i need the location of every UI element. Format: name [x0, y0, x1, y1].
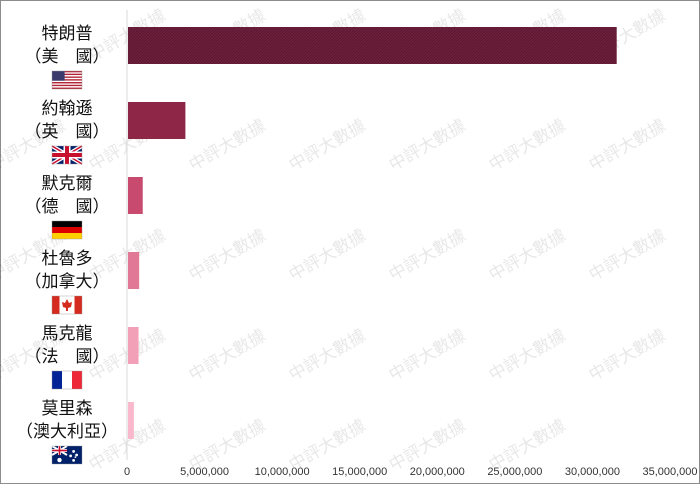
x-tick-label: 35,000,000: [642, 466, 697, 478]
watermark-text: 中評大數據: [386, 226, 470, 286]
watermark-text: 中評大數據: [186, 226, 270, 286]
bar-0: [128, 27, 617, 64]
watermark-text: 中評大數據: [586, 326, 670, 386]
x-tick-label: 0: [124, 466, 130, 478]
watermark-text: 中評大數據: [586, 116, 670, 176]
watermark-text: 中評大數據: [386, 116, 470, 176]
watermark-text: 中評大數據: [286, 116, 370, 176]
country-name: （法 國）: [25, 347, 110, 367]
watermark-text: 中評大數據: [186, 116, 270, 176]
category-label-2: 默克爾 （德 國）: [25, 174, 110, 240]
category-label-1: 約翰遜 （英 國）: [25, 99, 110, 166]
leader-name: 默克爾: [42, 174, 93, 194]
france-flag-icon: [51, 370, 83, 390]
bar-3: [128, 252, 140, 289]
watermark-text: 中評大數據: [586, 226, 670, 286]
country-name: （澳大利亞）: [16, 422, 118, 442]
x-tick-label: 25,000,000: [487, 466, 542, 478]
leader-name: 莫里森: [42, 399, 93, 419]
germany-flag-icon: [51, 220, 83, 240]
watermark-text: 中評大數據: [486, 326, 570, 386]
category-labels-group: 特朗普 （美 國） 約翰遜 （英 國） 默克爾 （德 國） 杜魯多（加拿大） 馬克龍 （法 國）…: [16, 24, 118, 465]
x-tick-label: 10,000,000: [255, 466, 310, 478]
category-label-5: 莫里森 （澳大利亞）: [16, 399, 118, 465]
bar-5: [128, 402, 134, 439]
x-tick-label: 30,000,000: [565, 466, 620, 478]
country-name: （英 國）: [25, 122, 110, 142]
watermark-text: 中評大數據: [286, 226, 370, 286]
country-name: （加拿大）: [25, 271, 110, 292]
watermark-text: 中評大數據: [486, 116, 570, 176]
bar-4: [128, 327, 139, 364]
bar-2: [128, 177, 143, 214]
country-name: （德 國）: [25, 197, 110, 217]
watermark-text: 中評大數據: [386, 326, 470, 386]
leader-name: 杜魯多: [42, 249, 93, 269]
australia-flag-icon: [51, 445, 83, 465]
x-tick-label: 5,000,000: [180, 466, 229, 478]
leader-name: 特朗普: [42, 24, 93, 44]
x-tick-labels-group: 0 5,000,000 10,000,000 15,000,000 20,000,000…: [124, 466, 698, 478]
bar-1: [128, 102, 186, 139]
country-name: （美 國）: [25, 47, 110, 67]
watermark-text: 中評大數據: [486, 226, 570, 286]
canada-flag-icon: [51, 295, 83, 315]
us-flag-icon: [51, 70, 83, 90]
x-tick-label: 20,000,000: [410, 466, 465, 478]
category-label-0: 特朗普 （美 國）: [25, 24, 110, 90]
watermark-text: 中評大數據: [286, 326, 370, 386]
bars-group: [128, 27, 617, 439]
leader-name: 約翰遜: [42, 99, 93, 119]
x-tick-label: 15,000,000: [332, 466, 387, 478]
category-label-4: 馬克龍 （法 國）: [25, 324, 110, 390]
leader-name: 馬克龍: [42, 324, 93, 344]
uk-flag-icon: [50, 144, 84, 166]
watermark-text: 中評大數據: [186, 326, 270, 386]
category-label-3: 杜魯多（加拿大）: [25, 249, 110, 315]
